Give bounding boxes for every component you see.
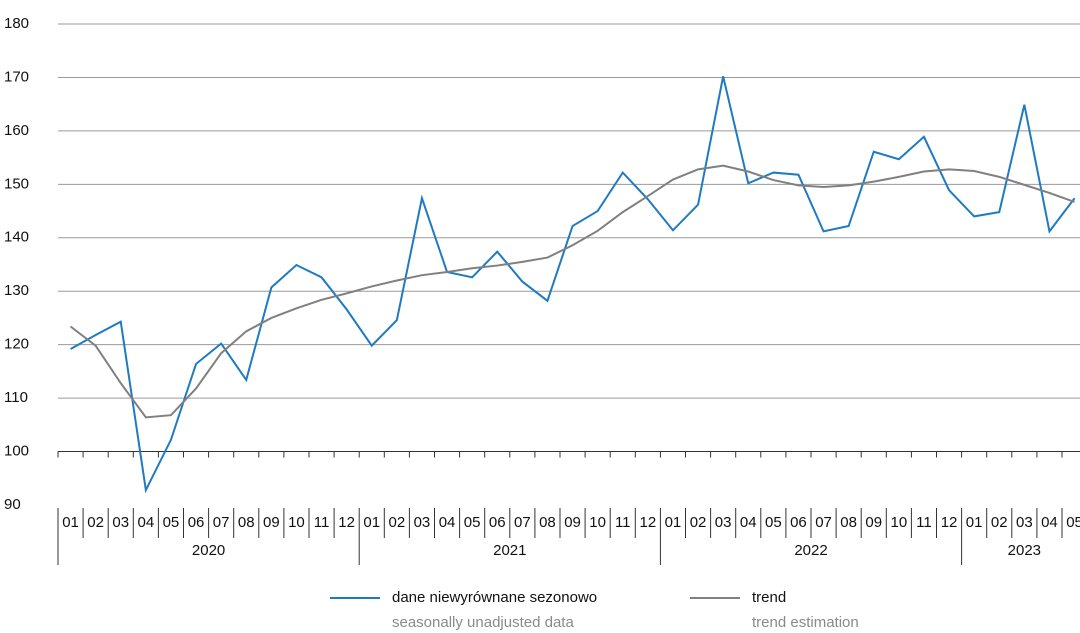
x-tick-label: 06 bbox=[188, 514, 205, 531]
y-tick-label: 130 bbox=[4, 282, 29, 299]
x-tick-label: 11 bbox=[314, 514, 330, 531]
x-tick-label: 10 bbox=[288, 514, 305, 531]
x-tick-label: 02 bbox=[389, 514, 406, 531]
y-tick-label: 90 bbox=[4, 496, 21, 513]
x-tick-label: 03 bbox=[1016, 514, 1033, 531]
legend-sublabel: trend estimation bbox=[752, 614, 859, 631]
x-tick-label: 12 bbox=[941, 514, 958, 531]
y-tick-label: 110 bbox=[4, 389, 28, 406]
legend-sublabel: seasonally unadjusted data bbox=[392, 614, 574, 631]
x-tick-label: 07 bbox=[514, 514, 531, 531]
x-tick-label: 07 bbox=[815, 514, 832, 531]
y-tick-label: 150 bbox=[4, 175, 29, 192]
x-tick-label: 04 bbox=[740, 514, 757, 531]
x-tick-label: 05 bbox=[1066, 514, 1080, 531]
x-tick-label: 06 bbox=[790, 514, 807, 531]
x-group-label: 2021 bbox=[493, 542, 526, 559]
y-tick-label: 180 bbox=[4, 15, 29, 32]
x-tick-label: 09 bbox=[263, 514, 280, 531]
x-tick-label: 09 bbox=[865, 514, 882, 531]
x-tick-label: 03 bbox=[112, 514, 129, 531]
x-tick-label: 02 bbox=[87, 514, 104, 531]
y-tick-label: 100 bbox=[4, 443, 29, 460]
x-tick-label: 01 bbox=[966, 514, 983, 531]
x-tick-label: 04 bbox=[439, 514, 456, 531]
x-group-label: 2023 bbox=[1008, 542, 1041, 559]
x-tick-label: 02 bbox=[991, 514, 1008, 531]
y-tick-label: 140 bbox=[4, 229, 29, 246]
x-tick-label: 01 bbox=[62, 514, 79, 531]
x-tick-label: 02 bbox=[690, 514, 707, 531]
y-tick-label: 170 bbox=[4, 68, 29, 85]
x-tick-label: 05 bbox=[765, 514, 782, 531]
legend-label: dane niewyrównane sezonowo bbox=[392, 589, 597, 606]
x-tick-label: 03 bbox=[715, 514, 732, 531]
legend-label: trend bbox=[752, 589, 786, 606]
x-tick-label: 11 bbox=[615, 514, 631, 531]
x-tick-label: 01 bbox=[363, 514, 380, 531]
x-group-label: 2022 bbox=[794, 542, 827, 559]
x-tick-label: 10 bbox=[891, 514, 908, 531]
x-tick-label: 05 bbox=[464, 514, 481, 531]
x-tick-label: 08 bbox=[238, 514, 255, 531]
x-tick-label: 12 bbox=[640, 514, 657, 531]
y-tick-label: 160 bbox=[4, 122, 29, 139]
x-tick-label: 12 bbox=[338, 514, 355, 531]
series-line bbox=[69, 164, 1075, 419]
series-line bbox=[70, 76, 1076, 494]
x-tick-label: 10 bbox=[589, 514, 606, 531]
x-tick-label: 01 bbox=[665, 514, 682, 531]
x-tick-label: 05 bbox=[163, 514, 180, 531]
x-tick-label: 07 bbox=[213, 514, 230, 531]
x-tick-label: 04 bbox=[1041, 514, 1058, 531]
x-tick-label: 08 bbox=[840, 514, 857, 531]
x-tick-label: 04 bbox=[138, 514, 155, 531]
x-tick-label: 11 bbox=[916, 514, 932, 531]
x-tick-label: 09 bbox=[564, 514, 581, 531]
x-group-label: 2020 bbox=[192, 542, 225, 559]
x-tick-label: 06 bbox=[489, 514, 506, 531]
x-tick-label: 08 bbox=[539, 514, 556, 531]
x-tick-label: 03 bbox=[414, 514, 431, 531]
y-tick-label: 120 bbox=[4, 336, 29, 353]
